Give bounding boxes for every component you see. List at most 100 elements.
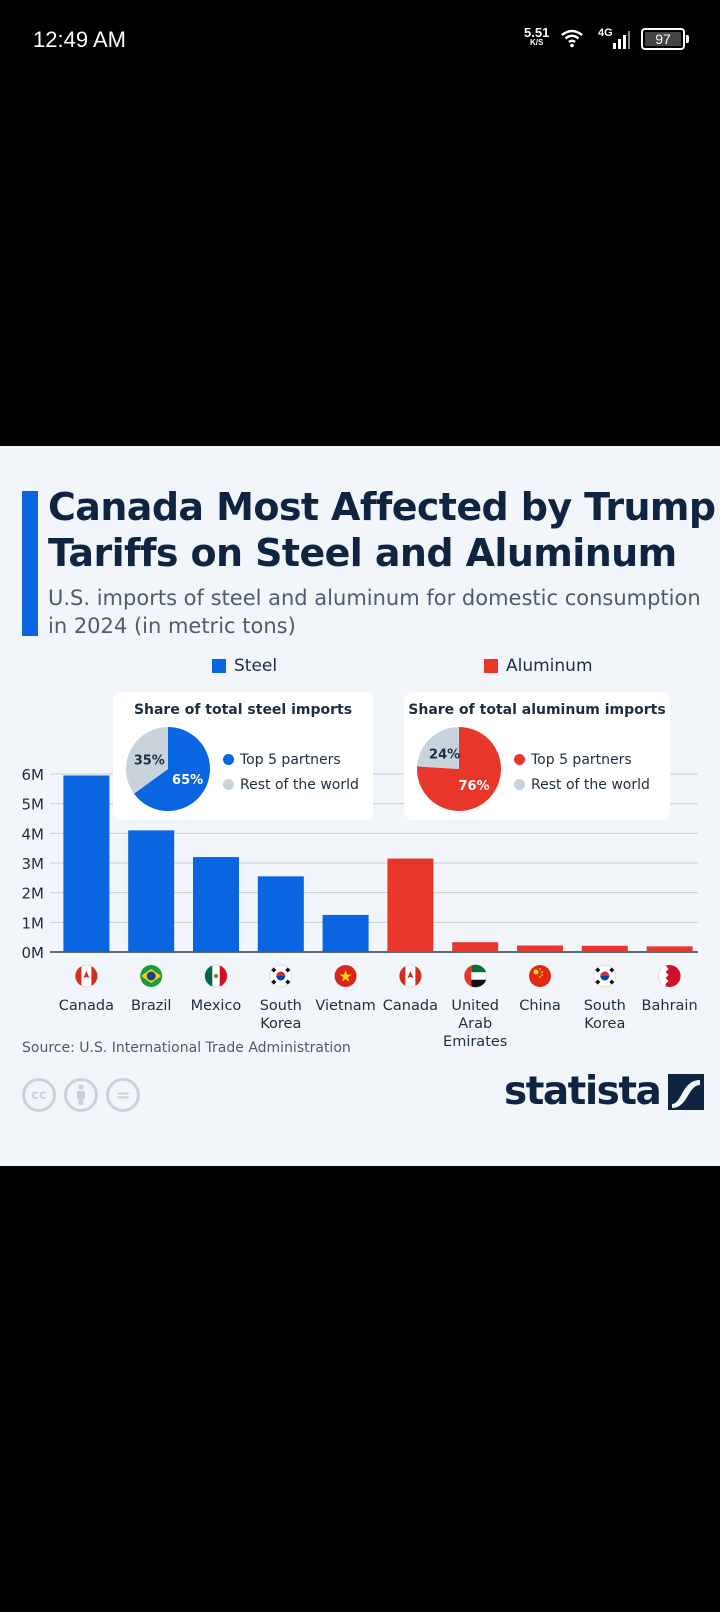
- bar-aluminum: [452, 942, 499, 952]
- chart-subtitle: U.S. imports of steel and aluminum for d…: [48, 586, 701, 638]
- source-note: Source: U.S. International Trade Adminis…: [22, 1040, 351, 1056]
- x-tick-label: Vietnam: [315, 998, 375, 1014]
- title-accent-bar: [22, 491, 38, 636]
- x-tick-label: Canada: [383, 998, 438, 1014]
- no-derivatives-icon[interactable]: =: [106, 1078, 140, 1112]
- x-tick-label: South: [584, 998, 626, 1014]
- bar-steel: [257, 876, 304, 952]
- x-tick-label: Mexico: [191, 998, 242, 1014]
- bar-aluminum: [646, 946, 693, 952]
- steel-pie-title: Share of total steel imports: [133, 702, 353, 718]
- legend-dot-icon: [514, 754, 525, 765]
- bar-steel: [193, 857, 239, 952]
- y-tick-label: 6M: [22, 766, 45, 784]
- pie-value-label: 76%: [458, 779, 489, 794]
- battery-level: 97: [645, 32, 681, 46]
- legend-label: Rest of the world: [531, 776, 650, 793]
- statista-wordmark: statista: [504, 1069, 662, 1114]
- legend-label: Rest of the world: [240, 776, 359, 793]
- x-tick-label: China: [519, 998, 560, 1014]
- x-tick-label: Canada: [59, 998, 114, 1014]
- aluminum-pie-title: Share of total aluminum imports: [408, 702, 666, 718]
- legend-label: Top 5 partners: [240, 751, 341, 768]
- flag-part: [609, 967, 615, 973]
- flag-part: [609, 979, 615, 985]
- status-bar: 12:49 AM 5.51 K/S 4G 97: [0, 0, 720, 80]
- y-tick-label: 1M: [22, 914, 45, 932]
- flag-part: [91, 966, 98, 986]
- pie-value-label: 65%: [172, 773, 203, 788]
- steel-share-box: Share of total steel imports 65% 35% Top …: [113, 692, 373, 820]
- flag-part: [533, 969, 539, 975]
- flag-part: [219, 965, 228, 987]
- flag-part: [471, 964, 487, 973]
- statista-logo[interactable]: statista: [504, 1069, 705, 1114]
- flag-part: [75, 966, 82, 986]
- pie-value-label: 35%: [134, 753, 165, 768]
- wifi-icon: [561, 29, 583, 48]
- flag-part: [415, 966, 422, 986]
- legend-aluminum-swatch: [484, 659, 498, 673]
- x-tick-label: Brazil: [131, 998, 171, 1014]
- china-flag-icon: [529, 965, 551, 987]
- flag-part: [276, 976, 286, 981]
- x-tick-label: Emirates: [443, 1034, 507, 1050]
- legend-aluminum-label: Aluminum: [506, 656, 593, 676]
- infographic: Canada Most Affected by Trump Tariffs on…: [0, 446, 720, 1166]
- aluminum-pie-legend-rest: Rest of the world: [514, 772, 650, 797]
- flag-part: [204, 965, 213, 987]
- aluminum-pie-chart: 76% 24%: [417, 727, 501, 811]
- pie-slice: [126, 727, 168, 794]
- pie-slice: [134, 727, 210, 811]
- flag-part: [600, 976, 610, 981]
- legend-dot-icon: [514, 779, 525, 790]
- flag-part: [146, 971, 156, 981]
- cc-icon[interactable]: cc: [22, 1078, 56, 1112]
- x-tick-label: Bahrain: [642, 998, 698, 1014]
- steel-pie-chart: 65% 35%: [126, 727, 210, 811]
- attribution-icon[interactable]: [64, 1078, 98, 1112]
- pie-value-label: 24%: [429, 748, 460, 763]
- status-time: 12:49 AM: [33, 27, 126, 52]
- legend-steel-label: Steel: [234, 656, 278, 676]
- x-tick-label: Korea: [260, 1016, 301, 1032]
- aluminum-pie-legend: Top 5 partners Rest of the world: [514, 747, 650, 797]
- vietnam-flag-icon: [334, 965, 357, 987]
- uae-flag-icon: [463, 964, 487, 988]
- aluminum-pie-legend-top5: Top 5 partners: [514, 747, 650, 772]
- y-tick-label: 2M: [22, 885, 45, 903]
- bar-steel: [128, 830, 175, 952]
- network-speed-unit: K/S: [529, 38, 544, 47]
- flag-part: [595, 967, 601, 973]
- flag-part: [407, 971, 414, 978]
- steel-pie-legend-top5: Top 5 partners: [223, 747, 359, 772]
- statista-logo-icon: [668, 1073, 705, 1110]
- flag-part: [214, 974, 218, 978]
- bar-aluminum: [581, 945, 628, 952]
- bar-steel: [322, 914, 369, 952]
- legend-steel-swatch: [212, 659, 226, 673]
- bar-aluminum: [387, 858, 434, 952]
- flag-part: [276, 971, 286, 976]
- y-tick-label: 5M: [22, 796, 45, 814]
- canada-flag-icon: [398, 964, 422, 988]
- network-type: 4G: [598, 27, 613, 39]
- bar-aluminum: [517, 945, 563, 952]
- x-tick-label: Arab: [458, 1016, 492, 1032]
- legend-label: Top 5 partners: [531, 751, 632, 768]
- battery-icon: 97: [641, 28, 689, 50]
- network-speed-value: 5.51: [524, 25, 550, 40]
- legend-steel: Steel: [212, 656, 277, 676]
- signal-icon: [613, 31, 630, 49]
- network-speed: 5.51 K/S: [524, 26, 549, 47]
- legend-aluminum: Aluminum: [484, 656, 593, 676]
- flag-part: [541, 971, 543, 973]
- south-korea-flag-icon: [269, 964, 293, 988]
- flag-part: [600, 971, 610, 976]
- flag-part: [83, 971, 90, 978]
- chart-title: Canada Most Affected by Trump Tariffs on…: [48, 485, 716, 575]
- y-tick-label: 4M: [22, 825, 45, 843]
- license-icons: cc =: [22, 1078, 140, 1112]
- flag-part: [595, 979, 601, 985]
- flag-part: [464, 965, 472, 987]
